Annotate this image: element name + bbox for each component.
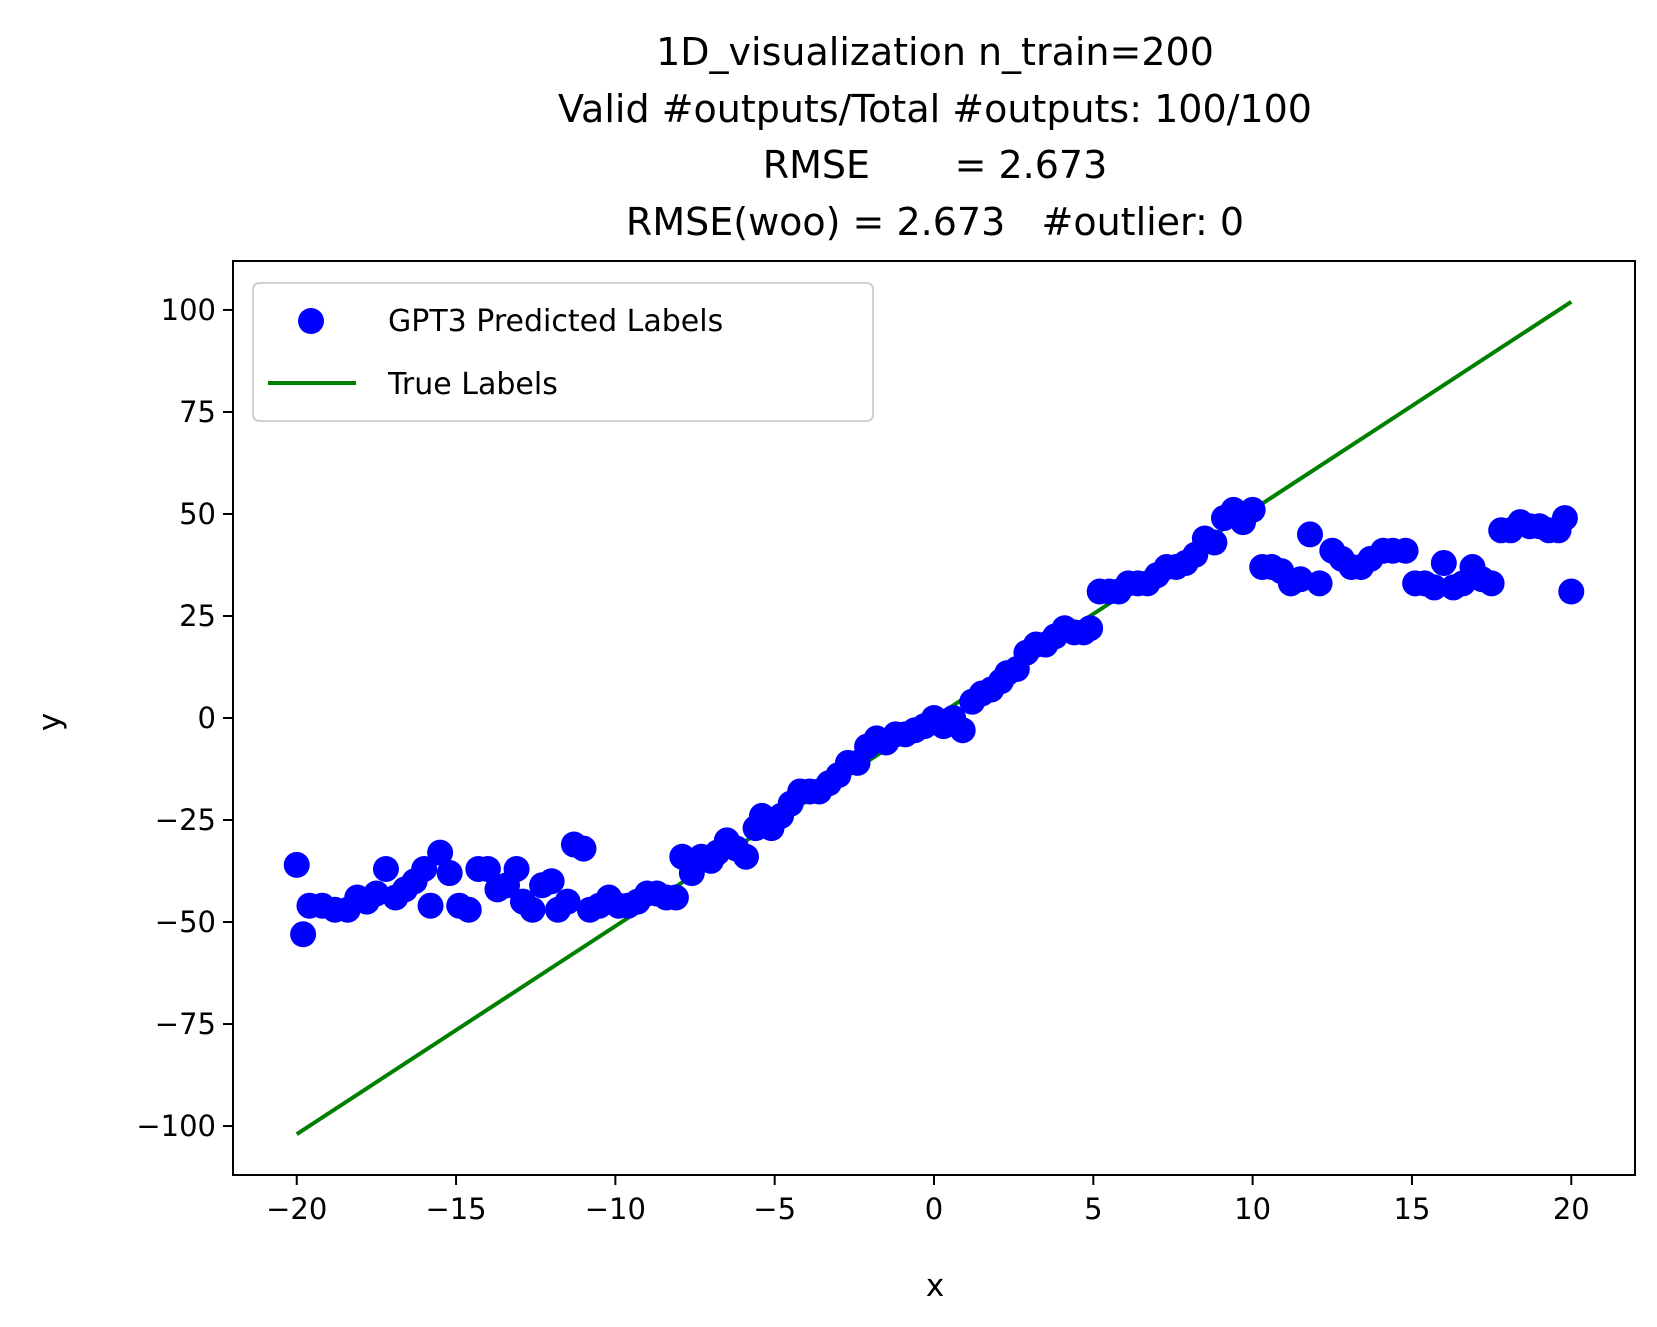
y-tick-label-7: −75 xyxy=(155,1007,216,1041)
y-tick-label-2: 50 xyxy=(179,497,216,531)
plot-area xyxy=(283,300,1585,1136)
x-tick-label-1: −15 xyxy=(425,1192,486,1226)
x-axis-ticks: −20 −15 −10 −5 0 5 10 15 20 xyxy=(266,1175,1590,1226)
predicted-point-25 xyxy=(519,896,546,923)
title-line-1: 1D_visualization n_train=200 xyxy=(656,30,1214,74)
legend-marker-predicted xyxy=(298,308,324,334)
predicted-point-109 xyxy=(1296,521,1323,548)
predicted-point-103 xyxy=(1239,496,1266,523)
y-axis-label: y xyxy=(32,713,68,731)
predicted-point-20 xyxy=(474,855,501,882)
x-tick-label-7: 15 xyxy=(1394,1192,1431,1226)
y-tick-label-5: −25 xyxy=(155,803,216,837)
predicted-point-9 xyxy=(372,855,399,882)
x-tick-label-6: 10 xyxy=(1234,1192,1271,1226)
predicted-point-15 xyxy=(427,839,454,866)
x-tick-label-0: −20 xyxy=(266,1192,327,1226)
predicted-point-49 xyxy=(733,843,760,870)
legend-label-predicted: GPT3 Predicted Labels xyxy=(388,304,723,339)
x-tick-label-4: 0 xyxy=(925,1192,943,1226)
predicted-point-29 xyxy=(554,888,581,915)
title-line-2: Valid #outputs/Total #outputs: 100/100 xyxy=(558,87,1312,131)
x-axis-label: x xyxy=(926,1268,944,1304)
x-tick-label-5: 5 xyxy=(1084,1192,1102,1226)
y-tick-label-4: 0 xyxy=(198,701,216,735)
predicted-point-118 xyxy=(1392,537,1419,564)
title-line-3: RMSE = 2.673 xyxy=(763,143,1108,187)
x-tick-label-8: 20 xyxy=(1553,1192,1590,1226)
predicted-point-72 xyxy=(949,717,976,744)
predicted-point-0 xyxy=(283,851,310,878)
legend-label-true: True Labels xyxy=(387,367,558,402)
predicted-point-136 xyxy=(1558,578,1585,605)
predicted-point-14 xyxy=(417,892,444,919)
predicted-point-16 xyxy=(436,860,463,887)
predicted-point-41 xyxy=(662,884,689,911)
predicted-points-layer xyxy=(283,496,1585,948)
title-line-4: RMSE(woo) = 2.673 #outlier: 0 xyxy=(626,200,1244,244)
y-tick-label-0: 100 xyxy=(161,293,216,327)
predicted-point-1 xyxy=(290,921,317,948)
predicted-point-121 xyxy=(1421,574,1448,601)
x-tick-label-2: −10 xyxy=(585,1192,646,1226)
predicted-point-27 xyxy=(538,868,565,895)
predicted-point-127 xyxy=(1478,570,1505,597)
y-tick-label-3: 25 xyxy=(179,599,216,633)
y-tick-label-8: −100 xyxy=(136,1109,216,1143)
legend: GPT3 Predicted Labels True Labels xyxy=(252,282,874,422)
x-tick-label-3: −5 xyxy=(753,1192,796,1226)
predicted-point-31 xyxy=(570,835,597,862)
predicted-point-13 xyxy=(411,855,438,882)
predicted-point-86 xyxy=(1077,615,1104,642)
y-tick-label-6: −50 xyxy=(155,905,216,939)
legend-box xyxy=(252,282,874,422)
chart-title: 1D_visualization n_train=200 Valid #outp… xyxy=(558,30,1312,244)
predicted-point-18 xyxy=(455,896,482,923)
predicted-point-99 xyxy=(1201,529,1228,556)
predicted-point-23 xyxy=(503,855,530,882)
y-axis-ticks: 100 75 50 25 0 −25 −50 −75 −100 xyxy=(136,293,233,1143)
y-tick-label-1: 75 xyxy=(179,395,216,429)
predicted-point-122 xyxy=(1430,549,1457,576)
predicted-point-110 xyxy=(1306,570,1333,597)
predicted-point-135 xyxy=(1551,505,1578,532)
